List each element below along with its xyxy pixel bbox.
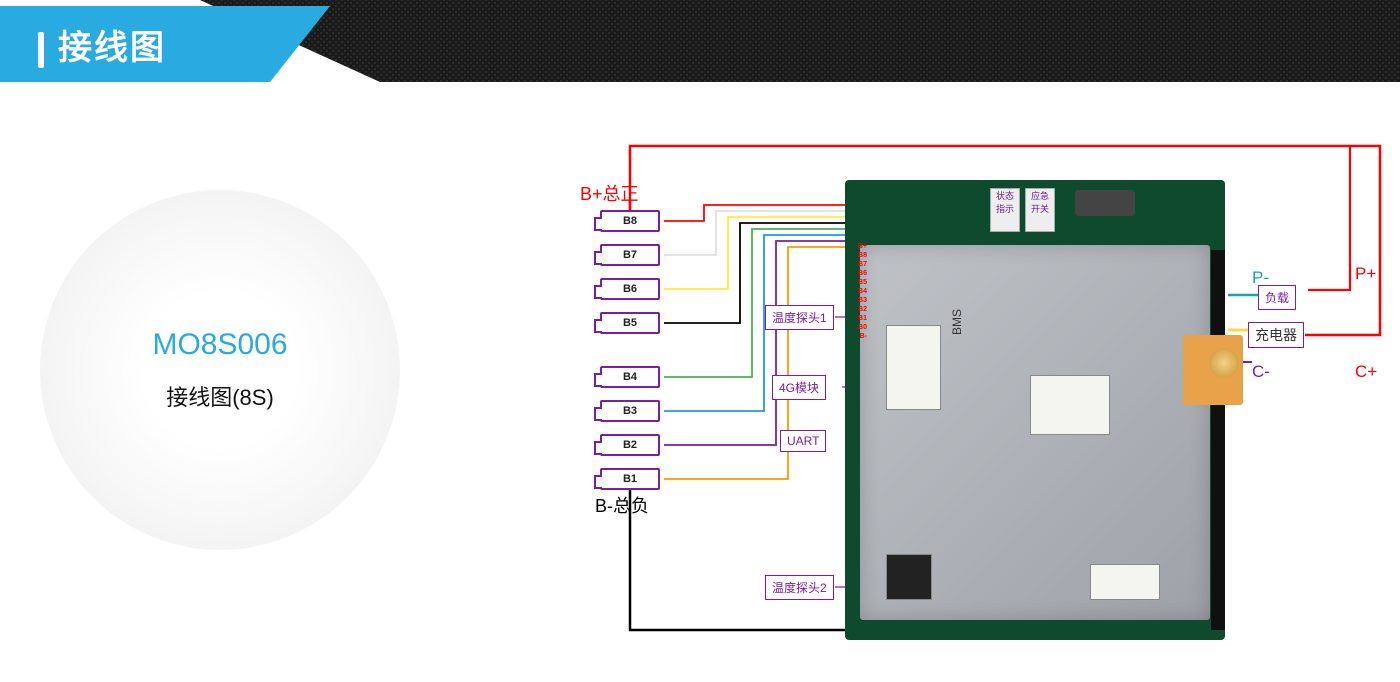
pcb-qr-icon <box>886 554 932 600</box>
pcb-metal-plate: BMS <box>860 245 1210 620</box>
battery-cell-B6: B6 <box>600 278 660 300</box>
p-plus-label: P+ <box>1355 264 1376 284</box>
battery-cell-B5: B5 <box>600 312 660 334</box>
emergency-switch-module: 应急 开关 <box>1025 188 1055 232</box>
pcb-right-edge <box>1211 250 1225 630</box>
info-circle: MO8S006 接线图(8S) <box>40 190 400 550</box>
pcb-sticker-bms <box>886 325 941 410</box>
pcb-sticker-serial <box>1090 564 1160 600</box>
pcb-hole-icon <box>1209 348 1239 378</box>
diagram-subtitle: 接线图(8S) <box>166 380 274 412</box>
battery-cell-B1: B1 <box>600 468 660 490</box>
pcb-tag: 温度探头1 <box>765 305 834 330</box>
left-info-panel: MO8S006 接线图(8S) <box>30 180 430 580</box>
pcb-top-chip <box>1075 190 1135 216</box>
pcb-pin-labels: B+B8B7B6B5B4B3B2B1B0B- <box>849 242 867 341</box>
pcb-board: BMS B+B8B7B6B5B4B3B2B1B0B- 状态 指示 应急 开关 <box>845 180 1225 640</box>
load-tag: 负载 <box>1258 285 1296 310</box>
header-title-text: 接线图 <box>58 29 166 67</box>
model-number: MO8S006 <box>152 328 287 362</box>
battery-cell-B4: B4 <box>600 366 660 388</box>
c-plus-label: C+ <box>1355 362 1377 382</box>
pcb-tag: 4G模块 <box>772 375 826 400</box>
pcb-tag: 温度探头2 <box>765 575 834 600</box>
page-header: 接线图 <box>0 0 1400 90</box>
header-bar-icon <box>38 32 44 68</box>
status-indicator-module: 状态 指示 <box>990 188 1020 232</box>
battery-cell-B7: B7 <box>600 244 660 266</box>
pcb-bms-text: BMS <box>950 309 964 335</box>
c-minus-label: C- <box>1252 362 1270 382</box>
charger-tag: 充电器 <box>1248 322 1304 348</box>
header-blue-tab: 接线图 <box>0 6 350 82</box>
battery-cell-B2: B2 <box>600 434 660 456</box>
wiring-diagram: BMS B+B8B7B6B5B4B3B2B1B0B- 状态 指示 应急 开关 B… <box>510 130 1390 670</box>
battery-cell-B3: B3 <box>600 400 660 422</box>
b-minus-label: B-总负 <box>595 492 649 518</box>
b-plus-label: B+总正 <box>580 180 639 206</box>
pcb-sticker-mid <box>1030 375 1110 435</box>
header-title: 接线图 <box>0 20 166 69</box>
pcb-tag: UART <box>780 430 826 452</box>
battery-cell-B8: B8 <box>600 210 660 232</box>
